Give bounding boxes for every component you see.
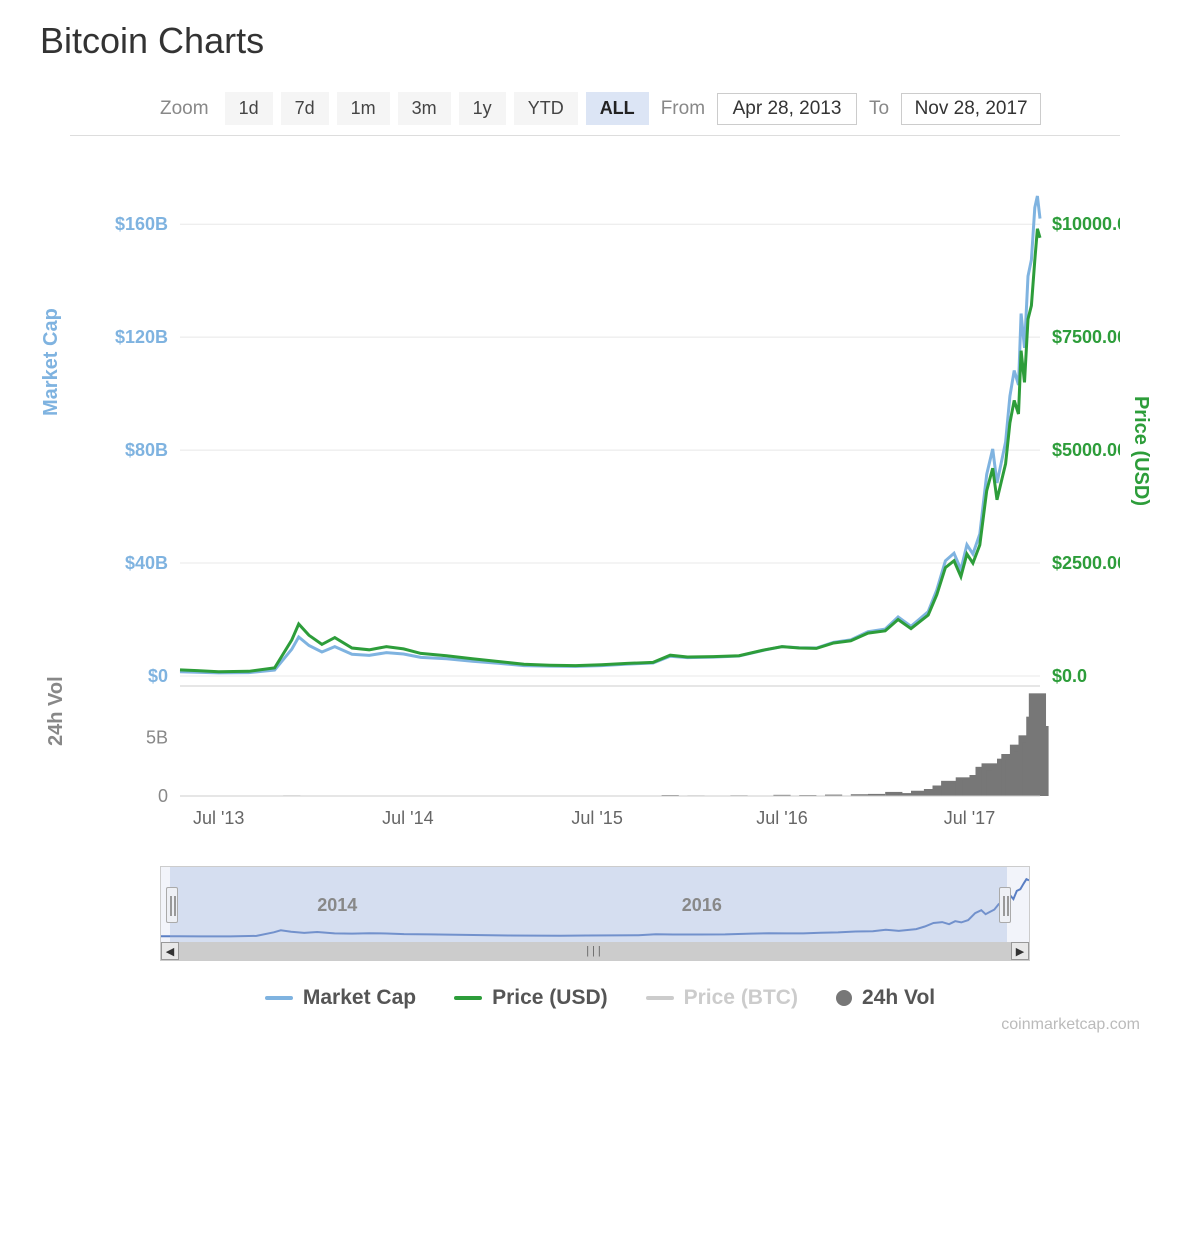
page-title: Bitcoin Charts: [40, 20, 1170, 62]
svg-text:$160B: $160B: [115, 214, 168, 234]
svg-text:0: 0: [158, 786, 168, 806]
zoom-ytd[interactable]: YTD: [514, 92, 578, 125]
nav-handle-right[interactable]: [999, 887, 1011, 923]
svg-text:$120B: $120B: [115, 327, 168, 347]
zoom-1d[interactable]: 1d: [225, 92, 273, 125]
legend-swatch: [836, 990, 852, 1006]
zoom-all[interactable]: ALL: [586, 92, 649, 125]
legend-label: Price (USD): [492, 986, 608, 1010]
legend-item[interactable]: Price (BTC): [646, 986, 798, 1010]
price-chart[interactable]: Market Cap Price (USD) 24h Vol $0$40B$80…: [70, 135, 1120, 831]
nav-scroll-grip[interactable]: |||: [179, 945, 1011, 957]
vol-axis-label: 24h Vol: [45, 676, 68, 746]
zoom-3m[interactable]: 3m: [398, 92, 451, 125]
svg-text:Jul '13: Jul '13: [193, 808, 244, 828]
range-navigator[interactable]: 2014 2016 ◀ ||| ▶: [160, 866, 1030, 961]
watermark: coinmarketcap.com: [30, 1016, 1140, 1034]
svg-text:Jul '16: Jul '16: [756, 808, 807, 828]
zoom-label: Zoom: [160, 98, 209, 120]
legend-item[interactable]: Market Cap: [265, 986, 416, 1010]
to-date-input[interactable]: Nov 28, 2017: [901, 93, 1041, 125]
legend-label: 24h Vol: [862, 986, 935, 1010]
legend-label: Market Cap: [303, 986, 416, 1010]
zoom-1m[interactable]: 1m: [337, 92, 390, 125]
svg-text:5B: 5B: [146, 728, 168, 748]
right-axis-label: Price (USD): [1129, 396, 1152, 506]
svg-text:$7500.00: $7500.00: [1052, 327, 1120, 347]
svg-text:Jul '15: Jul '15: [571, 808, 622, 828]
svg-text:Jul '14: Jul '14: [382, 808, 433, 828]
zoom-1y[interactable]: 1y: [459, 92, 506, 125]
zoom-controls: Zoom 1d 7d 1m 3m 1y YTD ALL From Apr 28,…: [160, 92, 1170, 125]
left-axis-label: Market Cap: [40, 308, 63, 416]
legend-swatch: [454, 996, 482, 1000]
from-date-input[interactable]: Apr 28, 2013: [717, 93, 857, 125]
legend-item[interactable]: Price (USD): [454, 986, 608, 1010]
legend-swatch: [265, 996, 293, 1000]
from-label: From: [661, 98, 705, 120]
svg-text:$10000.00: $10000.00: [1052, 214, 1120, 234]
svg-text:$0.0: $0.0: [1052, 666, 1087, 686]
nav-scroll-right[interactable]: ▶: [1011, 942, 1029, 960]
legend-label: Price (BTC): [684, 986, 798, 1010]
svg-text:Jul '17: Jul '17: [944, 808, 995, 828]
svg-text:$0: $0: [148, 666, 168, 686]
nav-handle-left[interactable]: [166, 887, 178, 923]
zoom-7d[interactable]: 7d: [281, 92, 329, 125]
nav-selection-mask: [170, 867, 1008, 942]
nav-year-2: 2016: [682, 895, 722, 916]
legend-item[interactable]: 24h Vol: [836, 986, 935, 1010]
nav-scroll-left[interactable]: ◀: [161, 942, 179, 960]
svg-text:$2500.00: $2500.00: [1052, 553, 1120, 573]
legend-swatch: [646, 996, 674, 1000]
legend: Market Cap Price (USD) Price (BTC) 24h Vol: [30, 986, 1170, 1010]
nav-year-1: 2014: [317, 895, 357, 916]
to-label: To: [869, 98, 889, 120]
svg-text:$80B: $80B: [125, 440, 168, 460]
svg-text:$40B: $40B: [125, 553, 168, 573]
svg-text:$5000.00: $5000.00: [1052, 440, 1120, 460]
